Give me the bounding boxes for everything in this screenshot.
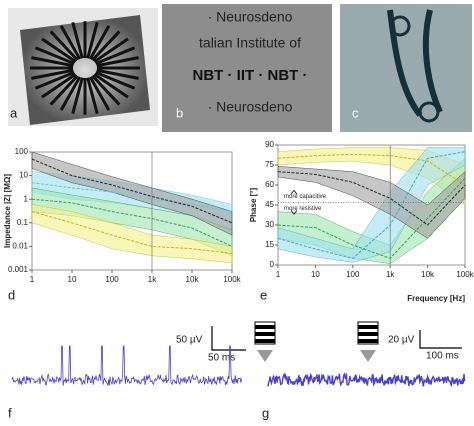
scale-label: 100 ms <box>426 351 459 362</box>
track <box>86 77 99 114</box>
track <box>31 56 74 68</box>
y-axis-label: Phase [°] <box>249 188 258 223</box>
x-tick-label: 100k <box>223 275 241 284</box>
photo-b <box>162 4 332 132</box>
track <box>59 25 82 60</box>
y-tick-label: 0.001 <box>8 265 29 274</box>
photo-a-tracks <box>30 21 140 115</box>
track <box>31 68 74 80</box>
x-tick-label: 1 <box>30 275 35 284</box>
y-tick-label: 30 <box>265 220 274 229</box>
series-line <box>277 151 466 259</box>
y-tick-label: 45 <box>265 200 274 209</box>
track <box>91 30 121 62</box>
track <box>34 70 75 90</box>
y-tick-label: 0.01 <box>12 242 28 251</box>
panel-label: b <box>176 105 183 120</box>
series-line <box>31 198 233 247</box>
series-line <box>31 211 233 255</box>
annotation: more resistive <box>284 206 322 212</box>
track <box>96 56 139 68</box>
x-axis-label: Frequency [Hz] <box>407 294 465 303</box>
photo-text: · Neurosdeno <box>208 9 293 25</box>
scale-bar <box>419 330 462 349</box>
panel-label: g <box>262 405 269 420</box>
series-line <box>277 171 466 226</box>
series-line <box>31 182 233 213</box>
x-tick-label: 100k <box>456 270 474 279</box>
panel-label: a <box>10 105 18 120</box>
panel-label: f <box>8 405 12 420</box>
trace-g <box>267 372 466 388</box>
y-tick-label: 60 <box>265 180 274 189</box>
x-tick-label: 10k <box>421 270 435 279</box>
track <box>93 72 129 99</box>
y-tick-label: 100 <box>15 147 29 156</box>
scale-bar <box>211 326 246 351</box>
arrow <box>290 190 298 215</box>
trace-f <box>11 345 242 387</box>
x-tick-label: 100 <box>105 275 119 284</box>
photo-text: NBT · IIT · NBT · <box>193 67 308 84</box>
x-tick-label: 10 <box>311 270 320 279</box>
track <box>49 30 79 62</box>
y-tick-label: 75 <box>265 160 274 169</box>
photo-c-site <box>389 15 411 37</box>
track <box>71 22 84 59</box>
series-line <box>277 153 466 186</box>
panel-label: c <box>352 105 359 120</box>
scale-label: 20 µV <box>388 335 415 346</box>
track <box>34 46 75 66</box>
series-line <box>31 158 233 224</box>
panel-label: e <box>260 287 267 302</box>
y-axis-label: Impedance |Z| [MΩ] <box>3 174 12 248</box>
track <box>93 37 129 64</box>
track <box>59 76 82 111</box>
x-tick-label: 10k <box>186 275 200 284</box>
y-tick-label: 1 <box>24 194 29 203</box>
track <box>71 77 84 114</box>
y-tick-label: 10 <box>19 171 28 180</box>
photo-text: talian Institute of <box>199 35 301 51</box>
scale-label: 50 ms <box>208 353 235 364</box>
x-tick-label: 10 <box>68 275 77 284</box>
y-tick-label: 15 <box>265 240 274 249</box>
x-tick-label: 1k <box>386 270 395 279</box>
series-line <box>277 177 466 259</box>
track <box>88 76 111 111</box>
photo-c <box>340 4 472 132</box>
panel-label: d <box>8 287 15 302</box>
error-band <box>31 151 233 236</box>
track <box>41 72 77 99</box>
track <box>95 70 136 90</box>
y-tick-label: 90 <box>265 140 274 149</box>
y-tick-label: 0 <box>270 260 275 269</box>
track <box>41 37 77 64</box>
scale-label: 50 µV <box>176 335 203 346</box>
annotation: more capacitive <box>284 194 327 200</box>
track <box>96 68 139 80</box>
track <box>95 46 136 66</box>
photo-c-site <box>418 101 440 123</box>
photo-a-device <box>20 15 150 125</box>
photo-text: · Neurosdeno <box>208 99 293 115</box>
error-band <box>277 147 466 263</box>
x-tick-label: 1 <box>276 270 281 279</box>
track <box>86 22 99 59</box>
y-tick-label: 0.1 <box>17 218 29 227</box>
stimulus <box>254 321 379 362</box>
track <box>91 74 121 106</box>
track <box>49 74 79 106</box>
x-tick-label: 100 <box>346 270 360 279</box>
track <box>88 25 111 60</box>
x-tick-label: 1k <box>148 275 157 284</box>
